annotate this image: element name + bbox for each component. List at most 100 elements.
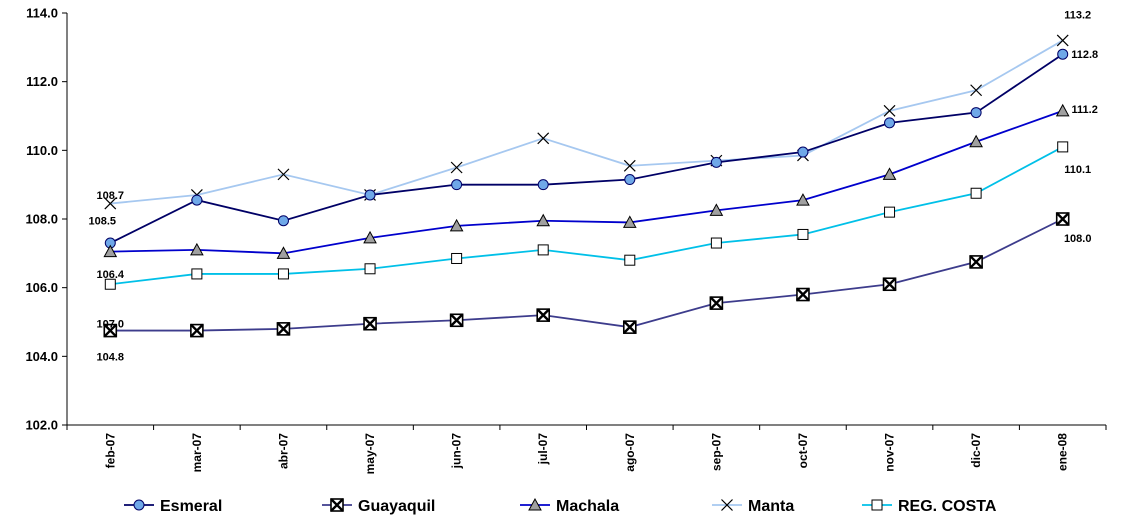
x-tick-label: abr-07 (276, 433, 290, 469)
legend-label: REG. COSTA (898, 498, 997, 515)
point-manta (277, 168, 290, 181)
x-tick-label: ago-07 (623, 433, 637, 472)
point-guayaquil (536, 308, 551, 322)
point-reg-costa (277, 268, 289, 280)
point-manta (450, 161, 463, 174)
y-tick-label: 112.0 (26, 74, 58, 89)
point-guayaquil (1055, 212, 1070, 226)
boxx-cross (449, 313, 464, 328)
point-guayaquil (622, 320, 637, 334)
point-machala (622, 215, 637, 228)
point-esmeral (797, 146, 809, 158)
point-esmeral (1057, 48, 1069, 60)
x-tick-label: may-07 (363, 433, 377, 475)
boxx-cross (1055, 212, 1070, 226)
point-machala (709, 203, 724, 216)
y-axis-ticks: 102.0 104.0 106.0 108.0 110.0 112.0 114.0 (25, 6, 67, 433)
point-guayaquil (449, 313, 464, 328)
legend-item-reg-costa: REG. COSTA (862, 498, 997, 515)
point-machala (276, 246, 291, 259)
legend-marker (330, 498, 344, 512)
series-reg-costa (104, 141, 1069, 290)
point-esmeral (537, 179, 549, 191)
point-reg-costa (104, 278, 116, 290)
boxx-cross (622, 320, 637, 334)
legend-label: Machala (556, 498, 619, 515)
point-guayaquil (363, 316, 377, 331)
point-machala (536, 213, 551, 227)
point-esmeral (451, 179, 463, 191)
data-label: 104.8 (97, 351, 125, 363)
boxx-cross (796, 287, 810, 302)
point-guayaquil (969, 255, 983, 269)
point-manta (970, 84, 983, 97)
point-manta (623, 159, 636, 172)
point-manta (1056, 34, 1069, 47)
data-label: 110.1 (1064, 164, 1091, 176)
legend-item-machala: Machala (520, 497, 619, 515)
point-machala (969, 134, 983, 148)
y-tick-label: 110.0 (26, 143, 58, 158)
point-esmeral (191, 194, 203, 206)
point-guayaquil (882, 277, 897, 292)
point-guayaquil (103, 323, 118, 338)
point-reg-costa (1057, 141, 1069, 153)
point-reg-costa (797, 228, 809, 240)
point-machala (882, 167, 897, 180)
data-label: 108.0 (1064, 233, 1092, 245)
point-esmeral (970, 107, 982, 119)
legend-label: Manta (748, 498, 794, 515)
point-machala (363, 230, 377, 244)
point-reg-costa (537, 244, 549, 256)
point-reg-costa (970, 187, 982, 199)
series-guayaquil (103, 212, 1070, 338)
legend-item-esmeral: Esmeral (124, 498, 222, 515)
point-reg-costa (884, 206, 896, 218)
point-reg-costa (710, 237, 722, 249)
point-esmeral (364, 189, 376, 201)
point-manta (104, 197, 117, 210)
point-guayaquil (709, 296, 724, 310)
x-tick-label: mar-07 (190, 433, 204, 473)
point-esmeral (710, 156, 722, 168)
boxx-cross (190, 323, 204, 338)
point-guayaquil (796, 287, 810, 302)
boxx-cross (330, 498, 344, 512)
series-line-guayaquil (110, 218, 1064, 332)
point-reg-costa (364, 263, 376, 275)
boxx-cross (363, 316, 377, 331)
y-tick-label: 114.0 (26, 6, 58, 21)
point-machala (190, 242, 204, 256)
legend-marker (871, 499, 883, 511)
y-tick-label: 108.0 (25, 212, 58, 227)
series-machala (103, 103, 1070, 259)
series-esmeral (104, 48, 1069, 249)
point-reg-costa (451, 252, 463, 264)
legend-marker (721, 499, 733, 511)
series-line-machala (110, 110, 1064, 255)
point-manta (883, 104, 896, 117)
point-machala (1055, 103, 1070, 117)
data-label: 107.0 (97, 319, 125, 331)
point-machala (103, 244, 118, 258)
legend-label: Esmeral (160, 498, 222, 515)
data-label: 108.7 (97, 190, 125, 202)
x-tick-label: oct-07 (796, 433, 810, 469)
boxx-cross (882, 277, 897, 292)
y-tick-label: 106.0 (25, 280, 58, 295)
series-line-reg-costa (110, 146, 1064, 286)
boxx-cross (709, 296, 724, 310)
legend-marker (528, 497, 542, 511)
legend-item-manta: Manta (712, 498, 794, 515)
boxx-cross (536, 308, 551, 322)
series-line-manta (110, 39, 1064, 205)
x-tick-label: jul-07 (536, 433, 550, 466)
point-guayaquil (190, 323, 204, 338)
data-label: 112.8 (1071, 49, 1098, 61)
y-tick-label: 102.0 (25, 418, 58, 433)
x-tick-label: ene-08 (1056, 433, 1070, 471)
legend-item-guayaquil: Guayaquil (322, 498, 435, 515)
point-esmeral (624, 174, 636, 186)
legend: Esmeral Guayaquil Machala Manta REG. COSTA (124, 497, 997, 515)
point-guayaquil (276, 322, 291, 336)
